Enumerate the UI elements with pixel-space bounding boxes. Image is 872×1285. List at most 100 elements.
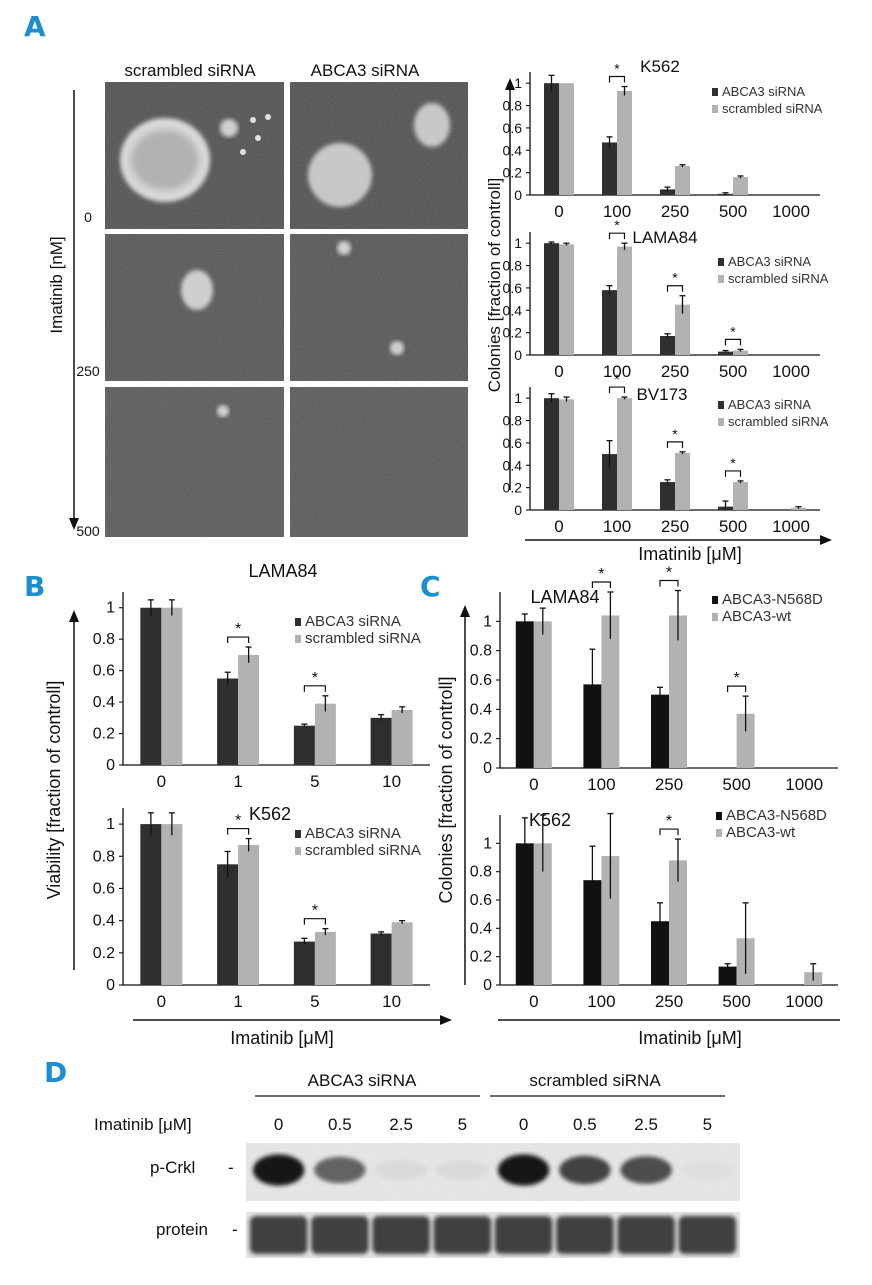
- significance-bracket: [666, 285, 684, 292]
- protein-band: [556, 1216, 614, 1254]
- protein-band: [249, 1216, 308, 1254]
- legend-label: ABCA3 siRNA: [728, 254, 811, 269]
- bar-first-series: [544, 243, 559, 355]
- x-tick-label: 100: [587, 775, 615, 794]
- bar-second-series: [391, 922, 413, 985]
- legend-swatch: [718, 275, 724, 283]
- pcrkl-band: [620, 1156, 672, 1184]
- significance-bracket: [591, 581, 611, 588]
- y-tick-label: 0: [106, 757, 115, 774]
- significance-star: *: [730, 323, 736, 339]
- legend-swatch: [716, 812, 722, 820]
- cell: [255, 135, 261, 141]
- cell: [265, 114, 271, 120]
- legend-label: ABCA3-wt: [726, 824, 796, 841]
- colonies-axis-title-a: Colonies [fraction of controll]: [485, 178, 504, 393]
- x-tick-label: 250: [661, 362, 689, 381]
- bar-second-series: [733, 177, 748, 195]
- y-tick-label: 1: [483, 835, 492, 852]
- x-tick-label: 1000: [785, 775, 823, 794]
- cell-colony: [181, 270, 213, 310]
- y-tick-label: 0.8: [503, 98, 523, 114]
- legend-swatch: [718, 418, 724, 426]
- significance-star: *: [235, 813, 241, 830]
- x-tick-label: 100: [587, 992, 615, 1011]
- x-tick-label: 1: [233, 992, 242, 1011]
- legend-swatch: [718, 401, 724, 409]
- significance-bracket: [608, 232, 626, 240]
- panel-letter-b: B: [24, 570, 45, 603]
- chart-title: K562: [529, 810, 571, 830]
- x-tick-label: 10: [382, 772, 401, 791]
- pcrkl-band: [436, 1160, 489, 1180]
- bar-second-series: [391, 709, 413, 765]
- bar-second-series: [559, 244, 574, 355]
- bar-second-series: [617, 246, 632, 355]
- significance-bracket: [724, 470, 742, 477]
- chart-title: LAMA84: [530, 587, 599, 607]
- y-tick-label: 0.6: [503, 435, 523, 451]
- legend-label: ABCA3 siRNA: [728, 397, 811, 412]
- y-tick-label: 0.8: [503, 413, 523, 429]
- lane-label: 0.5: [573, 1115, 597, 1134]
- imatinib-axis-arrowhead-b: [440, 1015, 452, 1025]
- significance-star: *: [312, 903, 318, 920]
- pcrkl-band: [681, 1160, 734, 1180]
- protein-band: [678, 1216, 737, 1254]
- bar-second-series: [675, 165, 690, 195]
- y-tick-label: 0.8: [93, 631, 115, 648]
- legend-label: ABCA3-N568D: [726, 807, 827, 824]
- colonies-axis-arrowhead-c: [460, 605, 470, 617]
- legend-swatch: [295, 635, 301, 643]
- y-tick-label: 0: [106, 977, 115, 994]
- x-tick-label: 0: [529, 992, 538, 1011]
- bar-second-series: [559, 83, 574, 195]
- y-tick-label: 0.6: [93, 663, 115, 680]
- bar-second-series: [617, 398, 632, 510]
- significance-bracket: [227, 636, 250, 644]
- x-tick-label: 0: [554, 362, 563, 381]
- bar-first-series: [718, 351, 733, 355]
- bar-second-series: [601, 615, 620, 768]
- bar-first-series: [660, 335, 675, 355]
- micrograph-texture: [105, 387, 284, 537]
- legend-label: ABCA3 siRNA: [305, 825, 401, 842]
- bar-second-series: [791, 507, 806, 510]
- bar-second-series: [161, 607, 183, 765]
- legend-swatch: [718, 258, 724, 266]
- bar-first-series: [140, 607, 162, 765]
- significance-bracket: [608, 75, 626, 83]
- bar-second-series: [314, 931, 336, 985]
- bar-second-series: [238, 654, 260, 765]
- significance-star: *: [666, 565, 672, 582]
- bar-first-series: [293, 941, 315, 985]
- significance-bracket: [303, 918, 326, 925]
- x-tick-label: 0: [157, 992, 166, 1011]
- bar-first-series: [544, 83, 559, 195]
- x-tick-label: 0: [529, 775, 538, 794]
- x-tick-label: 250: [655, 992, 683, 1011]
- row-label-0: 0: [84, 209, 92, 225]
- y-tick-label: 0.6: [503, 120, 523, 136]
- x-tick-label: 1000: [772, 362, 810, 381]
- legend-label: ABCA3 siRNA: [722, 84, 805, 99]
- x-tick-label: 250: [661, 517, 689, 536]
- bar-first-series: [583, 684, 602, 768]
- y-tick-label: 0.4: [503, 457, 523, 473]
- protein-band: [372, 1216, 430, 1254]
- y-tick-label: 0.2: [470, 731, 492, 748]
- legend-swatch: [295, 847, 301, 855]
- chart-title: K562: [640, 57, 680, 76]
- chart-title: LAMA84: [632, 228, 697, 247]
- significance-bracket: [659, 579, 679, 587]
- imatinib-axis-title-a: Imatinib [μM]: [638, 544, 741, 564]
- lane-label: 0.5: [328, 1115, 352, 1134]
- y-tick-label: 1: [514, 235, 522, 251]
- bar-second-series: [533, 843, 552, 985]
- bar-second-series: [533, 621, 552, 768]
- bar-first-series: [651, 921, 669, 985]
- y-tick-label: 0.2: [470, 949, 492, 966]
- y-tick-label: 0: [514, 187, 522, 203]
